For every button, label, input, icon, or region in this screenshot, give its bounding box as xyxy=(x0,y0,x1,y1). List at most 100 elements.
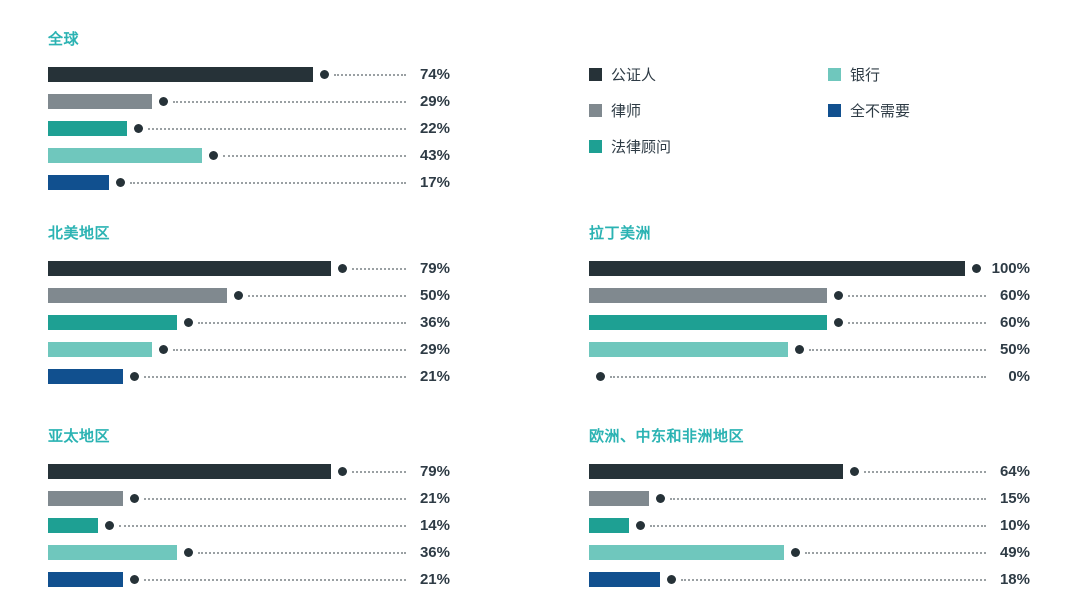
value-label: 64% xyxy=(999,463,1030,480)
leader-line xyxy=(351,470,406,473)
marker-dot xyxy=(790,548,800,557)
legend-swatch-none-needed xyxy=(828,103,841,117)
marker-dot xyxy=(183,318,193,327)
legend-label: 银行 xyxy=(850,66,881,84)
leader-line xyxy=(197,551,406,554)
bar-graphic xyxy=(48,148,406,163)
legend-item-none-needed: 全不需要 xyxy=(828,100,910,120)
value-label: 14% xyxy=(419,517,450,534)
bar-graphic xyxy=(48,572,406,587)
value-label: 50% xyxy=(419,287,450,304)
panel-title-global: 全球 xyxy=(48,31,80,48)
bar-notary xyxy=(48,464,331,479)
value-label: 79% xyxy=(419,463,450,480)
leader-line xyxy=(848,294,986,297)
bar-graphic xyxy=(48,94,406,109)
marker-dot xyxy=(234,291,243,300)
marker-dot xyxy=(158,97,168,106)
legend-swatch-bank xyxy=(828,67,841,81)
marker-dot xyxy=(337,467,347,476)
marker-dot xyxy=(130,372,140,381)
bar-graphic xyxy=(48,261,406,276)
marker-dot xyxy=(667,575,677,584)
leader-line xyxy=(129,181,406,184)
legend-column-1: 公证人 律师 法律顾问 xyxy=(589,64,828,222)
bar-row-notary: 74% xyxy=(48,66,450,83)
marker-dot xyxy=(105,521,115,530)
marker-dot xyxy=(319,70,329,79)
bar-bank xyxy=(48,342,152,357)
bar-rows: 79% 21% 14% xyxy=(48,463,450,588)
leader-line xyxy=(804,551,986,554)
marker-dot xyxy=(794,345,804,354)
leader-line xyxy=(144,578,406,581)
bar-graphic xyxy=(48,491,406,506)
value-label: 0% xyxy=(1008,368,1030,385)
value-label: 60% xyxy=(999,314,1030,331)
bar-row-legal-advisor: 10% xyxy=(589,517,1030,534)
leader-line xyxy=(669,497,986,500)
bar-notary xyxy=(589,261,965,276)
legend-label: 律师 xyxy=(611,102,642,120)
leader-line xyxy=(610,375,986,378)
bar-row-bank: 50% xyxy=(589,341,1030,358)
bar-legal-advisor xyxy=(48,121,127,136)
value-label: 60% xyxy=(999,287,1030,304)
panel-global: 全球 74% 29% xyxy=(48,28,450,222)
value-label: 100% xyxy=(991,260,1030,277)
bar-row-bank: 49% xyxy=(589,544,1030,561)
bar-lawyer xyxy=(48,94,152,109)
bar-legal-advisor xyxy=(48,315,177,330)
leader-line xyxy=(808,348,986,351)
leader-line xyxy=(848,321,986,324)
legend-item-legal-advisor: 法律顾问 xyxy=(589,136,828,156)
bar-graphic xyxy=(48,288,406,303)
bar-row-none-needed: 17% xyxy=(48,174,450,191)
bar-graphic xyxy=(48,464,406,479)
bar-graphic xyxy=(589,491,986,506)
bar-graphic xyxy=(589,545,986,560)
bar-row-none-needed: 18% xyxy=(589,571,1030,588)
leader-line xyxy=(351,267,406,270)
legend-label: 全不需要 xyxy=(850,102,911,120)
marker-dot xyxy=(834,291,844,300)
panel-latin-america: 拉丁美洲 100% 60% xyxy=(589,222,1030,425)
value-label: 21% xyxy=(419,571,450,588)
bar-graphic xyxy=(48,518,406,533)
bar-graphic xyxy=(589,315,986,330)
value-label: 79% xyxy=(419,260,450,277)
leader-line xyxy=(222,154,406,157)
value-label: 29% xyxy=(419,93,450,110)
leader-line xyxy=(172,100,406,103)
legend-label: 公证人 xyxy=(611,66,657,84)
bar-graphic xyxy=(48,342,406,357)
leader-line xyxy=(172,348,406,351)
bar-none-needed xyxy=(589,572,661,587)
bar-graphic xyxy=(589,369,986,384)
marker-dot xyxy=(133,124,143,133)
bar-row-none-needed: 21% xyxy=(48,571,450,588)
bar-row-legal-advisor: 22% xyxy=(48,120,450,137)
panel-north-america: 北美地区 79% 50% xyxy=(48,222,450,425)
bar-graphic xyxy=(589,518,986,533)
legend-swatch-legal-advisor xyxy=(589,139,602,153)
marker-dot xyxy=(635,521,645,530)
bar-lawyer xyxy=(589,491,649,506)
leader-line xyxy=(649,524,986,527)
bar-legal-advisor xyxy=(48,518,99,533)
bar-legal-advisor xyxy=(589,315,828,330)
bar-row-bank: 43% xyxy=(48,147,450,164)
bar-none-needed xyxy=(48,175,109,190)
marker-dot xyxy=(972,264,981,273)
value-label: 29% xyxy=(419,341,450,358)
bar-graphic xyxy=(48,175,406,190)
bar-graphic xyxy=(589,288,986,303)
bar-row-none-needed: 0% xyxy=(589,368,1030,385)
marker-dot xyxy=(834,318,844,327)
bar-bank xyxy=(589,342,788,357)
value-label: 10% xyxy=(999,517,1030,534)
value-label: 22% xyxy=(419,120,450,137)
bar-graphic xyxy=(48,315,406,330)
bar-graphic xyxy=(589,261,986,276)
marker-dot xyxy=(130,494,140,503)
